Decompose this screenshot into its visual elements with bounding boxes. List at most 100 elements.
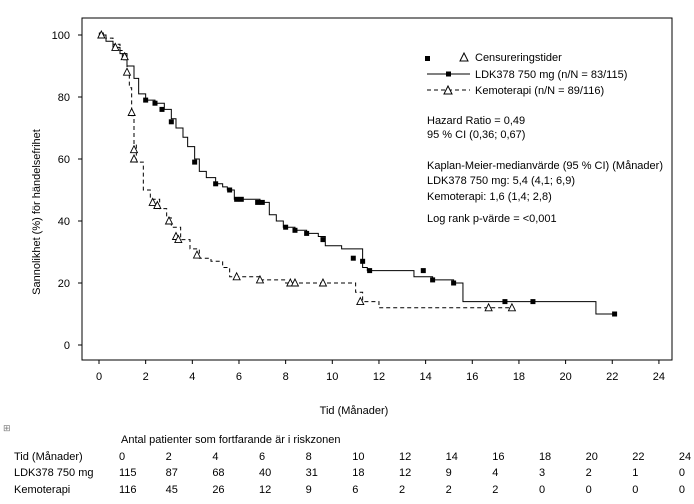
censor-mark-ldk bbox=[192, 159, 198, 165]
risk-time-cell: 2 bbox=[165, 451, 172, 463]
risk-chemo-cell: 0 bbox=[678, 484, 686, 496]
risk-row-label-ldk: LDK378 750 mg bbox=[14, 467, 94, 479]
censor-mark-chemo bbox=[148, 197, 157, 206]
censor-mark-chemo bbox=[290, 277, 300, 287]
censor-mark-ldk bbox=[283, 224, 289, 230]
y-tick-label: 100 bbox=[52, 30, 70, 42]
risk-ldk-cell: 3 bbox=[538, 467, 546, 479]
x-tick-label: 0 bbox=[96, 371, 102, 383]
censor-mark-ldk bbox=[451, 280, 457, 286]
censor-mark-ldk bbox=[152, 100, 158, 106]
censor-mark-ldk bbox=[320, 237, 326, 243]
risk-ldk-cell: 2 bbox=[585, 467, 592, 479]
legend-censor-label: Censureringstider bbox=[475, 52, 562, 64]
legend-censor-triangle bbox=[459, 51, 469, 62]
legend-marker-ldk bbox=[446, 71, 451, 77]
risk-ldk-cell: 12 bbox=[398, 467, 412, 479]
censor-mark-ldk bbox=[255, 199, 261, 205]
legend-censor-square bbox=[425, 56, 430, 61]
risk-chemo-cell: 116 bbox=[119, 484, 137, 496]
censor-mark-ldk bbox=[420, 268, 426, 274]
censor-mark-ldk bbox=[502, 299, 508, 305]
censor-mark-ldk bbox=[234, 196, 240, 202]
legend-label-ldk: LDK378 750 mg (n/N = 83/115) bbox=[475, 69, 627, 81]
censor-mark-ldk bbox=[530, 299, 536, 305]
risk-ldk-cell: 4 bbox=[492, 467, 499, 479]
plot-frame bbox=[81, 17, 673, 361]
y-tick-label: 60 bbox=[58, 154, 70, 166]
annotation-km-chemo: Kemoterapi: 1,6 (1,4; 2,8) bbox=[427, 191, 552, 203]
censor-mark-chemo bbox=[153, 200, 162, 209]
censor-mark-ldk bbox=[612, 311, 618, 317]
risk-time-cell: 6 bbox=[258, 451, 266, 463]
legend-label-chemo: Kemoterapi (n/N = 89/116) bbox=[475, 85, 604, 97]
censor-mark-chemo bbox=[174, 234, 183, 244]
x-tick-label: 12 bbox=[373, 371, 385, 383]
censor-mark-ldk bbox=[227, 187, 233, 193]
censor-mark-chemo bbox=[164, 215, 174, 225]
risk-time-cell: 16 bbox=[492, 451, 505, 463]
annotation-ci: 95 % CI (0,36; 0,67) bbox=[427, 129, 525, 141]
censor-mark-chemo bbox=[484, 302, 493, 312]
risk-table-header: Antal patienter som fortfarande är i ris… bbox=[121, 434, 341, 446]
legend: Censureringstider LDK378 750 mg (n/N = 8… bbox=[425, 51, 627, 97]
x-tick-label: 14 bbox=[419, 371, 431, 383]
risk-chemo-cell: 2 bbox=[398, 484, 406, 496]
y-tick-label: 20 bbox=[58, 278, 70, 290]
censor-mark-chemo bbox=[127, 107, 136, 116]
risk-ldk-cell: 1 bbox=[632, 467, 639, 479]
legend-marker-chemo bbox=[443, 84, 453, 95]
x-tick-label: 22 bbox=[606, 371, 618, 383]
risk-chemo-cell: 0 bbox=[632, 484, 639, 496]
risk-ldk-cell: 18 bbox=[352, 467, 365, 479]
censor-mark-ldk bbox=[430, 277, 436, 283]
risk-chemo-cell: 0 bbox=[538, 484, 546, 496]
censor-mark-ldk bbox=[159, 106, 165, 112]
censor-mark-chemo bbox=[129, 153, 139, 163]
censor-mark-chemo bbox=[129, 144, 139, 154]
risk-time-cell: 10 bbox=[352, 451, 365, 463]
risk-time-cell: 0 bbox=[119, 451, 126, 463]
censor-mark-chemo bbox=[192, 250, 202, 259]
y-tick-label: 40 bbox=[58, 216, 70, 228]
censor-mark-ldk bbox=[238, 196, 244, 202]
risk-chemo-cell: 0 bbox=[585, 484, 592, 496]
censor-mark-chemo bbox=[120, 51, 129, 61]
risk-time-cell: 18 bbox=[538, 451, 552, 463]
risk-time-cell: 24 bbox=[678, 451, 692, 463]
x-axis-label: Tid (Månader) bbox=[320, 405, 389, 417]
risk-row-label-chemo: Kemoterapi bbox=[14, 484, 71, 496]
x-tick-label: 18 bbox=[513, 371, 525, 383]
censor-mark-ldk bbox=[350, 255, 356, 261]
x-tick-label: 20 bbox=[559, 371, 571, 383]
censor-mark-chemo bbox=[356, 296, 365, 306]
risk-chemo-cell: 9 bbox=[305, 484, 312, 496]
annotations: Hazard Ratio = 0,49 95 % CI (0,36; 0,67)… bbox=[427, 115, 663, 225]
censor-mark-ldk bbox=[304, 230, 310, 236]
censor-mark-chemo bbox=[232, 271, 241, 281]
risk-chemo-cell: 12 bbox=[258, 484, 272, 496]
censor-mark-ldk bbox=[143, 97, 149, 103]
risk-chemo-cell: 45 bbox=[165, 484, 178, 496]
censor-mark-chemo bbox=[111, 42, 120, 51]
risk-time-cell: 4 bbox=[212, 451, 219, 463]
censor-mark-ldk bbox=[360, 258, 366, 264]
annotation-logrank: Log rank p-värde = <0,001 bbox=[427, 213, 557, 225]
risk-time-cell: 14 bbox=[445, 451, 458, 463]
annotation-km-title: Kaplan-Meier-medianvärde (95 % CI) (Måna… bbox=[427, 160, 663, 172]
x-tick-label: 10 bbox=[326, 371, 338, 383]
censor-mark-ldk bbox=[259, 199, 265, 205]
anchor-mark-icon: ⊞ bbox=[3, 423, 11, 433]
risk-time-cell: 12 bbox=[398, 451, 412, 463]
x-tick-label: 24 bbox=[653, 371, 665, 383]
risk-time-cell: 22 bbox=[632, 451, 645, 463]
risk-ldk-cell: 31 bbox=[305, 467, 318, 479]
risk-time-cell: 8 bbox=[305, 451, 312, 463]
censor-mark-chemo bbox=[255, 274, 265, 284]
risk-time-cell: 20 bbox=[585, 451, 598, 463]
risk-ldk-cell: 68 bbox=[212, 467, 225, 479]
risk-ldk-cell: 115 bbox=[119, 467, 137, 479]
risk-ldk-cell: 40 bbox=[258, 467, 272, 479]
censor-mark-ldk bbox=[292, 227, 298, 233]
